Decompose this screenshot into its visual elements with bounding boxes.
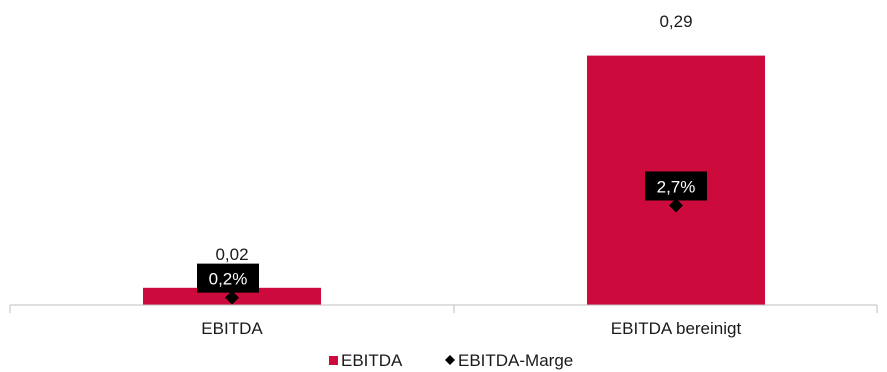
legend: EBITDA EBITDA-Marge: [329, 351, 573, 370]
legend-label-ebitda-marge: EBITDA-Marge: [458, 351, 573, 370]
marker-layer: 0,2% 2,7%: [197, 171, 707, 305]
x-tick-label-ebitda: EBITDA: [201, 319, 263, 338]
legend-swatch-ebitda-marge: [445, 355, 455, 365]
marker-value-label-0: 0,2%: [209, 270, 248, 289]
marker-label-box-0: [197, 263, 259, 293]
bar-value-label-ebitda-bereinigt: 0,29: [659, 12, 692, 31]
marker-value-label-1: 2,7%: [657, 177, 696, 196]
x-tick-label-ebitda-bereinigt: EBITDA bereinigt: [611, 319, 742, 338]
bar-value-label-ebitda: 0,02: [215, 245, 248, 264]
marker-label-box-1: [645, 171, 707, 201]
legend-swatch-ebitda: [329, 356, 338, 365]
marker-ebitda-marge: [225, 290, 239, 305]
marker-ebitda-bereinigt-marge: [669, 198, 683, 213]
legend-label-ebitda: EBITDA: [341, 351, 403, 370]
